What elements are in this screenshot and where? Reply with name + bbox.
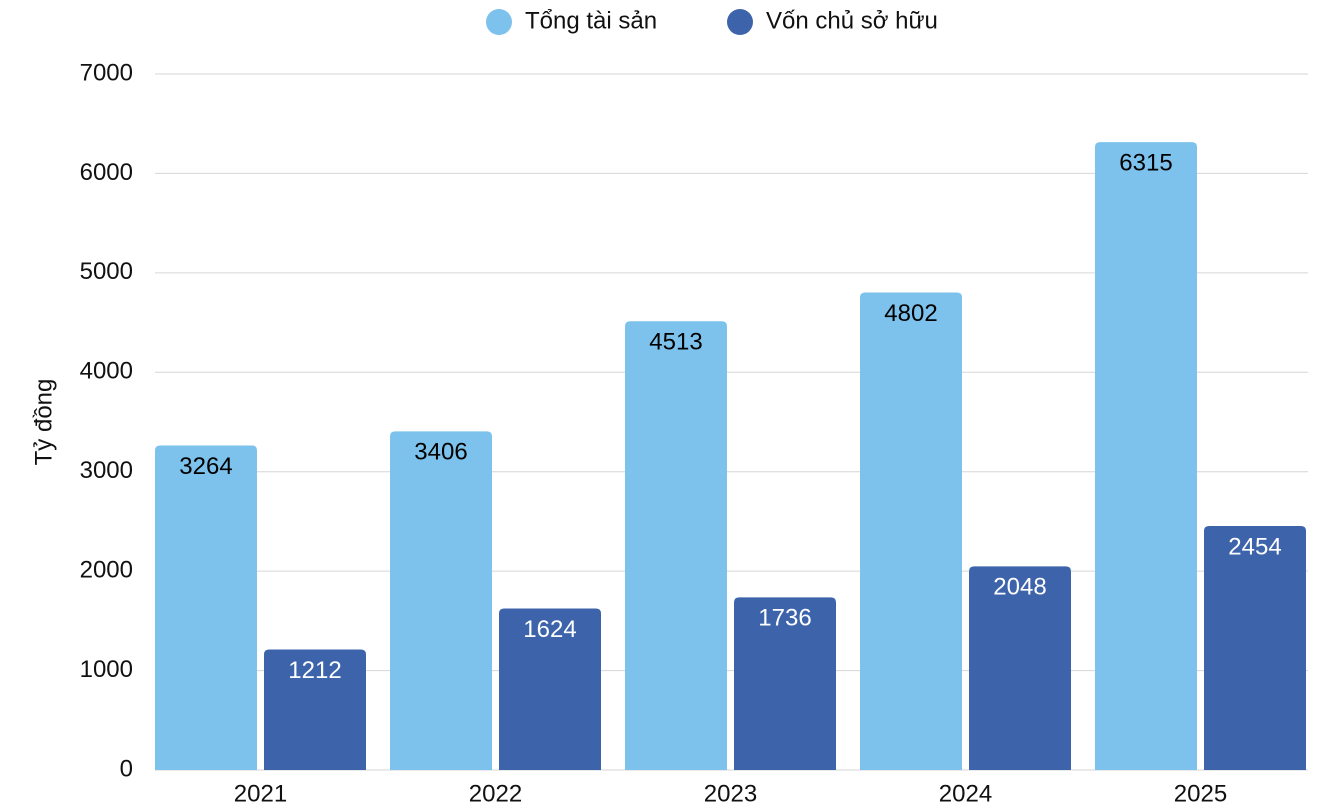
value-label: 2048 [993,574,1046,601]
bar [499,608,601,770]
value-label: 1624 [523,616,576,643]
legend-swatch [486,9,512,35]
y-tick-label: 3000 [80,457,133,484]
x-tick-label: 2021 [234,780,287,807]
x-tick-label: 2025 [1174,780,1227,807]
y-tick-label: 2000 [80,556,133,583]
legend-swatch [727,9,753,35]
bar [264,649,366,770]
x-tick-label: 2022 [469,780,522,807]
value-label: 2454 [1228,533,1281,560]
y-tick-label: 5000 [80,258,133,285]
bar [734,597,836,770]
y-tick-label: 6000 [80,159,133,186]
bar [625,321,727,770]
bar [969,566,1071,770]
y-axis-label: Tỷ đồng [30,379,57,466]
value-label: 3406 [414,439,467,466]
bar [390,431,492,770]
legend-label: Vốn chủ sở hữu [766,7,938,34]
legend-label: Tổng tài sản [525,7,657,34]
y-tick-label: 4000 [80,358,133,385]
bar [1204,526,1306,770]
y-tick-label: 1000 [80,656,133,683]
value-label: 4802 [884,300,937,327]
x-tick-label: 2023 [704,780,757,807]
x-tick-label: 2024 [939,780,992,807]
bar [1095,142,1197,770]
value-label: 3264 [179,453,232,480]
value-label: 1212 [288,657,341,684]
y-tick-label: 7000 [80,59,133,86]
bar [155,445,257,770]
value-label: 1736 [758,605,811,632]
bar [860,292,962,770]
value-label: 4513 [649,329,702,356]
y-tick-label: 0 [120,755,133,782]
value-label: 6315 [1119,149,1172,176]
